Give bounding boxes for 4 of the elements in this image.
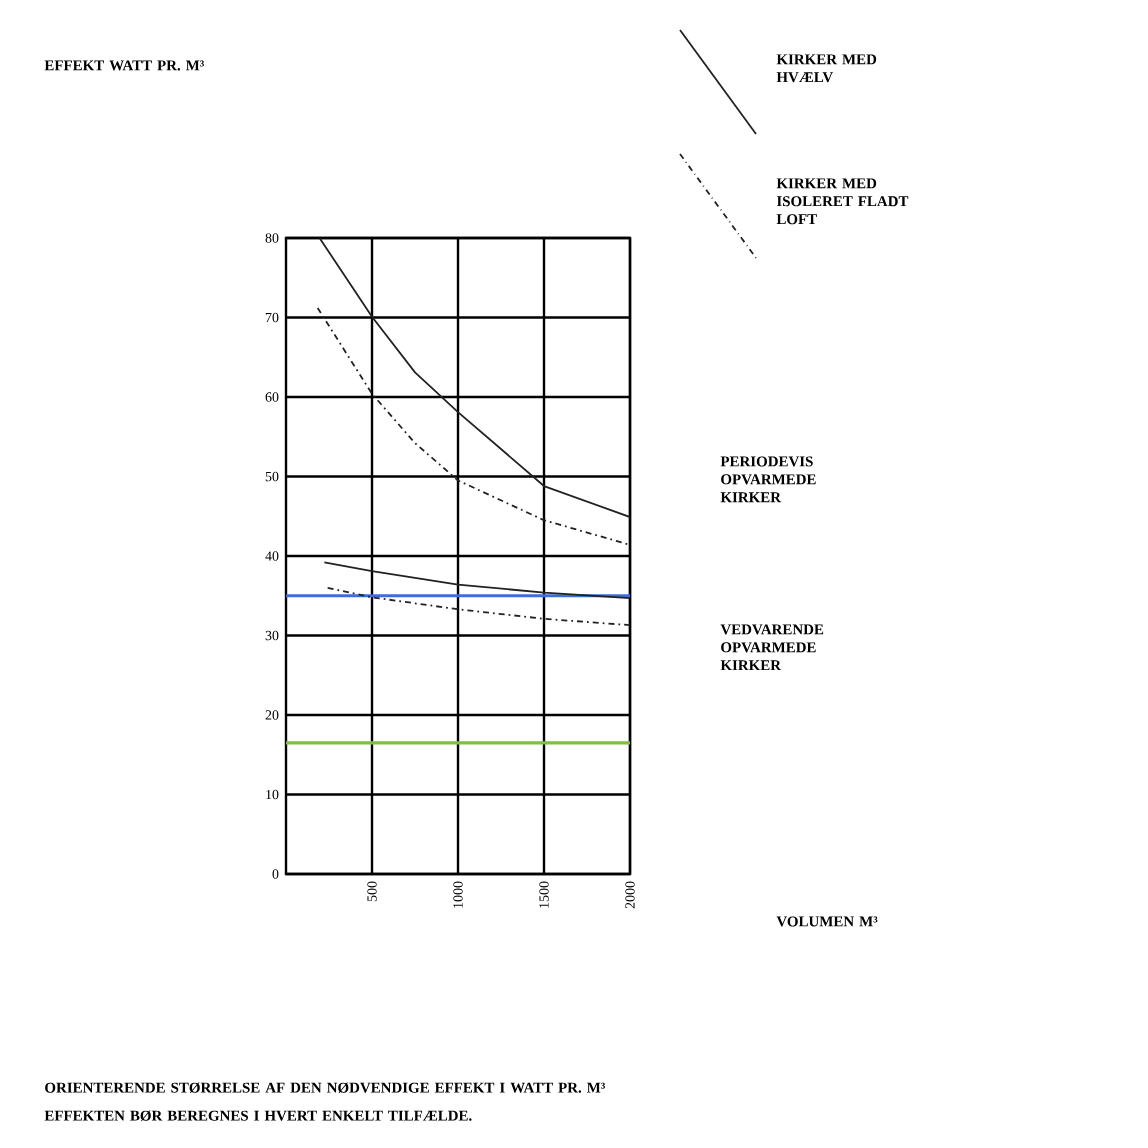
- line-series: [326, 586, 631, 627]
- line-series: [318, 237, 631, 518]
- line-series: [323, 561, 631, 600]
- line-series: [316, 307, 631, 546]
